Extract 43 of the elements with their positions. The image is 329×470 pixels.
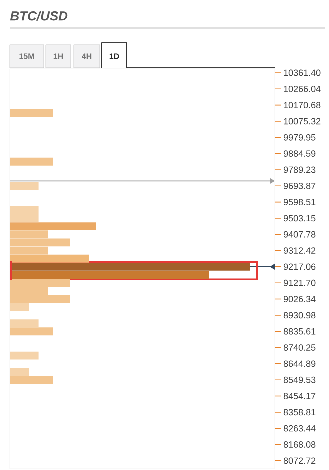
y-tick-label: 10075.32 [284,118,321,125]
y-tick-label: 10361.40 [284,70,321,76]
text: 1H [54,54,64,60]
y-tick-label: 8549.53 [284,376,316,384]
bar [10,254,90,263]
bar [10,352,39,360]
bar [10,182,39,190]
y-tick-label: 9598.51 [284,199,316,206]
y-tick-label: 8072.72 [284,458,316,464]
bar [10,328,54,336]
y-tick-label: 10266.04 [284,86,321,92]
bar [10,222,96,231]
y-tick-label: 9026.34 [284,296,316,302]
bar [10,158,54,166]
y-tick-label: 8454.17 [284,393,316,400]
y-tick-label: 8930.98 [284,312,316,319]
y-tick-label: 8835.61 [284,328,316,335]
text: 4H [82,54,92,60]
y-tick-label: 9407.78 [284,231,316,238]
y-tick-label: 9312.42 [284,248,316,254]
text: 1D [110,54,120,60]
y-tick-label: 9217.06 [284,264,316,270]
bar [10,368,30,376]
y-tick-label: 8263.44 [284,425,316,432]
bar [10,376,54,384]
y-tick-label: 9979.95 [284,134,316,141]
y-tick-label: 9789.23 [284,166,316,174]
y-tick-label: 8168.08 [284,442,316,448]
y-tick-label: 8644.89 [284,360,316,368]
bar [10,262,250,271]
bar [10,320,39,328]
bar [10,109,54,118]
chart-title: BTC/USD [10,11,68,21]
y-tick-label: 9693.87 [284,182,316,190]
y-tick-label: 9884.59 [284,150,316,157]
y-tick-label: 9503.15 [284,215,316,222]
text: 15M [20,54,34,60]
bar [10,271,210,279]
y-tick-label: 8358.81 [284,409,316,416]
bar [10,303,30,312]
y-tick-label: 10170.68 [284,102,321,109]
y-tick-label: 8740.25 [284,344,316,351]
y-tick-label: 9121.70 [284,280,316,286]
